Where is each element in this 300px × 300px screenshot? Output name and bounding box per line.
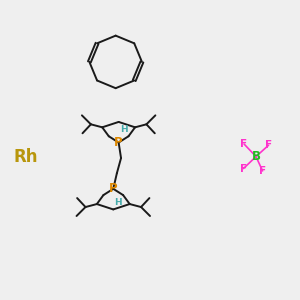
Text: F: F bbox=[265, 140, 272, 150]
Text: P: P bbox=[109, 182, 118, 195]
Text: F: F bbox=[240, 164, 247, 173]
Text: H: H bbox=[115, 198, 122, 207]
Text: B: B bbox=[251, 150, 260, 163]
Text: P: P bbox=[114, 136, 123, 149]
Text: F: F bbox=[259, 166, 266, 176]
Text: H: H bbox=[120, 124, 128, 134]
Text: Rh: Rh bbox=[14, 148, 38, 166]
Text: F: F bbox=[241, 139, 248, 149]
